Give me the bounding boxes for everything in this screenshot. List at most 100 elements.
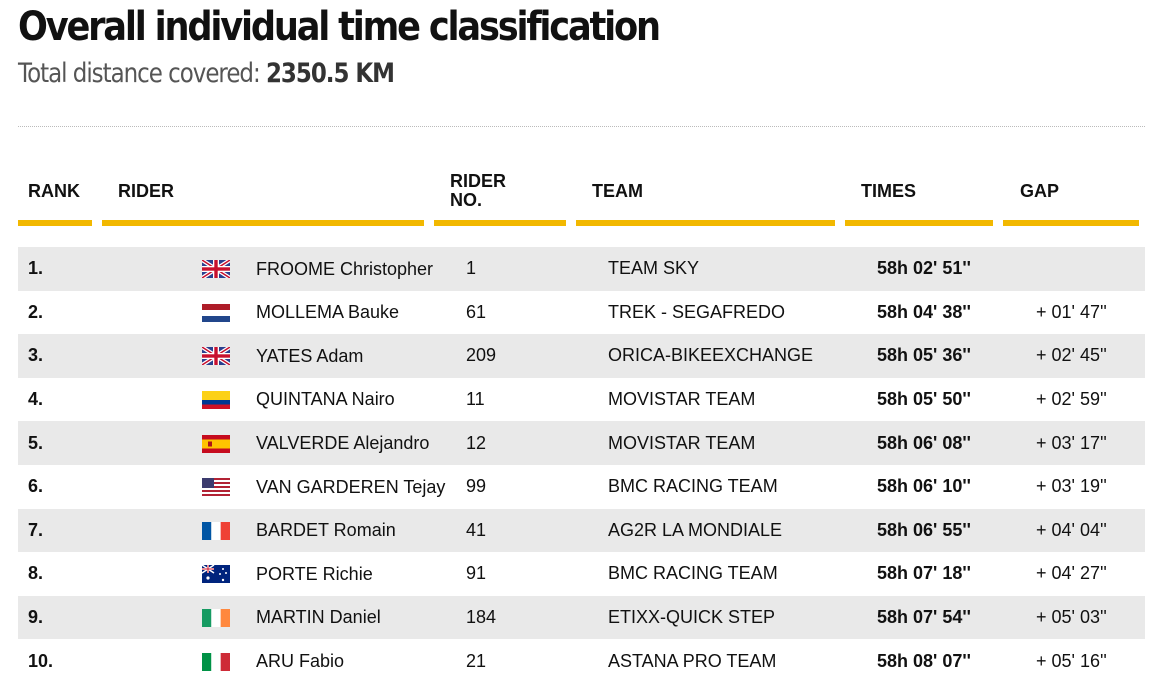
team-name[interactable]: AG2R LA MONDIALE xyxy=(608,519,783,540)
table-row[interactable]: 1. FROOME Christopher 1 TEAM SKY 58h 02' 51'… xyxy=(18,247,1145,291)
rider-number: 12 xyxy=(466,432,487,453)
rider-gap: + 04' 04'' xyxy=(1036,519,1107,540)
table-row[interactable]: 5. VALVERDE Alejandro 12 MOVISTAR TEAM 58h 0… xyxy=(18,421,1145,465)
distance-label: Total distance covered: xyxy=(18,58,266,89)
column-header-gap: GAP xyxy=(1003,162,1139,226)
rider-number: 209 xyxy=(466,345,497,366)
team-name[interactable]: TREK - SEGAFREDO xyxy=(608,301,786,322)
rider-rank: 6. xyxy=(28,476,44,497)
rider-cell[interactable]: ARU Fabio xyxy=(102,639,450,683)
rider-cell[interactable]: YATES Adam xyxy=(102,334,450,378)
rider-name[interactable]: ARU Fabio xyxy=(256,651,345,672)
rider-time: 58h 02' 51'' xyxy=(877,258,971,279)
rider-number: 41 xyxy=(466,519,487,540)
it-flag-icon xyxy=(202,652,230,671)
rider-name[interactable]: PORTE Richie xyxy=(256,563,373,584)
rider-time: 58h 05' 50'' xyxy=(877,389,971,410)
rider-cell[interactable]: VAN GARDEREN Tejay xyxy=(102,465,450,509)
rider-name[interactable]: BARDET Romain xyxy=(256,520,396,541)
page-subtitle: Total distance covered: 2350.5 KM xyxy=(18,58,395,89)
rider-gap: + 02' 45'' xyxy=(1036,345,1107,366)
rider-gap: + 03' 19'' xyxy=(1036,476,1107,497)
rider-rank: 9. xyxy=(28,607,44,628)
table-row[interactable]: 6. VAN GARDEREN Tejay 99 BMC RACING TEAM 58h… xyxy=(18,464,1145,509)
rider-number: 184 xyxy=(466,607,497,628)
team-name[interactable]: MOVISTAR TEAM xyxy=(608,432,756,453)
section-divider xyxy=(18,126,1145,127)
rider-cell[interactable]: QUINTANA Nairo xyxy=(102,378,450,422)
rider-name[interactable]: MARTIN Daniel xyxy=(256,607,381,628)
rider-cell[interactable]: FROOME Christopher xyxy=(102,247,450,291)
rider-number: 91 xyxy=(466,563,487,584)
ie-flag-icon xyxy=(202,608,230,627)
rider-number: 21 xyxy=(466,650,487,671)
rider-gap: + 03' 17'' xyxy=(1036,432,1107,453)
rider-rank: 5. xyxy=(28,432,44,453)
rider-gap: + 05' 03'' xyxy=(1036,607,1107,628)
rider-rank: 1. xyxy=(28,258,44,279)
rider-gap xyxy=(1019,247,1145,291)
rider-name[interactable]: VALVERDE Alejandro xyxy=(256,433,430,454)
rider-gap: + 05' 16'' xyxy=(1036,650,1107,671)
gb-flag-icon xyxy=(202,347,230,366)
rider-name[interactable]: MOLLEMA Bauke xyxy=(256,302,400,323)
team-name[interactable]: ASTANA PRO TEAM xyxy=(608,650,777,671)
us-flag-icon xyxy=(202,478,230,497)
team-name[interactable]: BMC RACING TEAM xyxy=(608,563,778,584)
table-row[interactable]: 9. MARTIN Daniel 184 ETIXX-QUICK STEP 58h 07… xyxy=(18,595,1145,640)
table-row[interactable]: 7. BARDET Romain 41 AG2R LA MONDIALE 58h 06'… xyxy=(18,508,1145,553)
rider-cell[interactable]: MARTIN Daniel xyxy=(102,596,450,640)
rider-rank: 7. xyxy=(28,519,44,540)
rider-time: 58h 04' 38'' xyxy=(877,301,971,322)
rider-gap: + 04' 27'' xyxy=(1036,563,1107,584)
rider-number: 11 xyxy=(466,389,485,410)
team-name[interactable]: TEAM SKY xyxy=(608,258,700,279)
rider-time: 58h 07' 18'' xyxy=(877,563,971,584)
rider-time: 58h 05' 36'' xyxy=(877,345,971,366)
rider-time: 58h 06' 10'' xyxy=(877,476,971,497)
total-distance: 2350.5 KM xyxy=(265,58,395,89)
rider-gap: + 01' 47'' xyxy=(1036,301,1107,322)
co-flag-icon xyxy=(202,390,230,409)
au-flag-icon xyxy=(202,565,230,584)
table-row[interactable]: 2. MOLLEMA Bauke 61 TREK - SEGAFREDO 58h 04'… xyxy=(18,290,1145,335)
rider-cell[interactable]: PORTE Richie xyxy=(102,552,450,596)
es-flag-icon xyxy=(202,434,230,453)
rider-name[interactable]: FROOME Christopher xyxy=(256,258,434,279)
rider-time: 58h 08' 07'' xyxy=(877,650,971,671)
rider-time: 58h 06' 08'' xyxy=(877,432,971,453)
rider-number: 1 xyxy=(466,258,477,279)
table-row[interactable]: 4. QUINTANA Nairo 11 MOVISTAR TEAM 58h 05' 5… xyxy=(18,377,1145,422)
rider-rank: 4. xyxy=(28,389,44,410)
column-header-times: TIMES xyxy=(845,162,993,226)
page-title: Overall individual time classification xyxy=(18,4,661,50)
table-row[interactable]: 3. YATES Adam 209 ORICA-BIKEEXCHANGE 58h 05'… xyxy=(18,334,1145,378)
rider-rank: 2. xyxy=(28,301,44,322)
table-row[interactable]: 8. PORTE Richie 91 BMC RACING TEAM 58h 07' 1… xyxy=(18,552,1145,596)
rider-cell[interactable]: BARDET Romain xyxy=(102,509,450,553)
column-header-team: TEAM xyxy=(576,162,835,226)
table-row[interactable]: 10. ARU Fabio 21 ASTANA PRO TEAM 58h 08' 07'… xyxy=(18,639,1145,683)
gb-flag-icon xyxy=(202,260,230,279)
rider-cell[interactable]: VALVERDE Alejandro xyxy=(102,421,450,465)
rider-number: 99 xyxy=(466,476,487,497)
rider-rank: 3. xyxy=(28,345,44,366)
column-header-rider-no: RIDER NO. xyxy=(434,162,566,226)
rider-name[interactable]: VAN GARDEREN Tejay xyxy=(256,476,446,497)
rider-name[interactable]: YATES Adam xyxy=(256,345,364,366)
team-name[interactable]: ETIXX-QUICK STEP xyxy=(608,607,776,628)
rider-time: 58h 06' 55'' xyxy=(877,519,971,540)
rider-number: 61 xyxy=(466,301,487,322)
column-header-rank: RANK xyxy=(18,162,92,226)
team-name[interactable]: ORICA-BIKEEXCHANGE xyxy=(608,345,814,366)
rider-cell[interactable]: MOLLEMA Bauke xyxy=(102,291,450,335)
column-header-rider: RIDER xyxy=(102,162,424,226)
team-name[interactable]: MOVISTAR TEAM xyxy=(608,389,756,410)
rider-gap: + 02' 59'' xyxy=(1036,389,1107,410)
fr-flag-icon xyxy=(202,521,230,540)
nl-flag-icon xyxy=(202,303,230,322)
rider-name[interactable]: QUINTANA Nairo xyxy=(256,389,395,410)
classification-table: 1. FROOME Christopher 1 TEAM SKY 58h 02' 51'… xyxy=(18,247,1145,683)
rider-rank: 8. xyxy=(28,563,44,584)
team-name[interactable]: BMC RACING TEAM xyxy=(608,476,778,497)
